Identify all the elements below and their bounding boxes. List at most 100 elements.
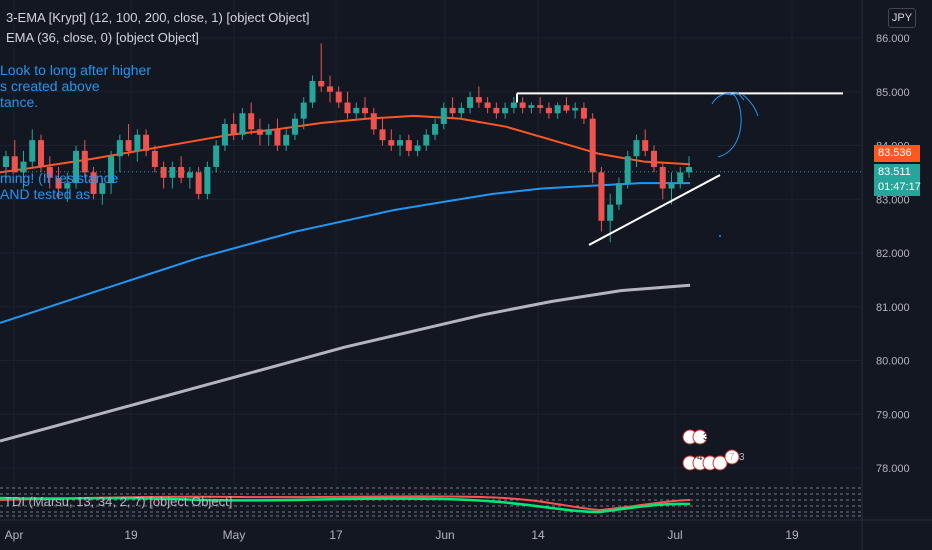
- ema100-line: [0, 182, 690, 324]
- candle-body: [344, 102, 351, 114]
- candle-body: [642, 140, 649, 151]
- candle-body: [362, 107, 369, 114]
- candle-body: [274, 129, 281, 146]
- last-price-value: 83.511: [878, 166, 911, 178]
- event-count-label: 4: [697, 452, 703, 463]
- candle-body: [160, 167, 167, 178]
- last-price-tag: 83.511 01:47:17: [874, 164, 921, 196]
- x-tick-label: May: [223, 528, 246, 542]
- y-tick-label: 82.000: [876, 248, 910, 260]
- y-tick-label: 83.000: [876, 194, 910, 206]
- currency-button[interactable]: JPY: [888, 8, 916, 28]
- x-tick-label: 14: [531, 528, 545, 542]
- ema36-price-tag: 83.536: [874, 145, 920, 162]
- candle-body: [248, 113, 255, 130]
- candle-body: [178, 167, 185, 178]
- candle-body: [221, 124, 228, 146]
- candle-body: [484, 102, 491, 108]
- candle-body: [615, 183, 622, 205]
- candle-body: [309, 81, 316, 103]
- candle-body: [545, 107, 552, 114]
- candle-body: [265, 129, 272, 135]
- tdi-rsi-line: [0, 496, 691, 514]
- candle-body: [326, 86, 333, 92]
- candle-body: [353, 107, 360, 114]
- support-trendline: [588, 174, 721, 246]
- candle-body: [624, 156, 631, 184]
- economic-event-icon: [712, 455, 728, 471]
- candle-body: [397, 140, 404, 146]
- candle-body: [143, 134, 150, 151]
- annotation-text-bottom[interactable]: ming! (If resistance AND tested as: [0, 170, 119, 202]
- candle-body: [116, 140, 123, 157]
- candle-body: [256, 129, 263, 135]
- candle-body: [528, 105, 535, 108]
- candle-body: [467, 97, 474, 108]
- y-tick-label: 81.000: [876, 302, 910, 314]
- candle-body: [55, 177, 62, 189]
- candle-body: [537, 105, 544, 108]
- tdi-indicator-label[interactable]: TDI (Marsu, 13, 34, 2, 7) [object Object…: [4, 494, 233, 509]
- candle-body: [99, 183, 106, 194]
- y-tick-label: 86.000: [876, 33, 910, 45]
- annotation-text-top[interactable]: Look to long after higher s created abov…: [0, 62, 151, 110]
- candle-body: [213, 145, 220, 167]
- candle-body: [449, 107, 456, 114]
- x-tick-label: 19: [785, 528, 799, 542]
- candle-body: [686, 167, 692, 173]
- drawing-dot: [719, 235, 721, 237]
- indicator-ema36-label[interactable]: EMA (36, close, 0) [object Object]: [6, 30, 199, 45]
- candle-body: [90, 172, 97, 194]
- candle-body: [563, 105, 570, 111]
- x-tick-label: Jul: [667, 528, 682, 542]
- candle-body: [11, 156, 18, 173]
- candle-body: [650, 150, 657, 167]
- candle-body: [38, 140, 45, 167]
- curved-arrow-tail: [742, 94, 759, 117]
- economic-event-icon: [692, 429, 708, 445]
- candle-body: [589, 118, 596, 173]
- candle-body: [423, 134, 430, 146]
- candle-body: [204, 167, 211, 194]
- y-tick-label: 79.000: [876, 409, 910, 421]
- candle-body: [607, 204, 614, 221]
- candle-body: [677, 172, 684, 184]
- y-tick-label: 78.000: [876, 463, 910, 475]
- y-tick-label: 80.000: [876, 356, 910, 368]
- candle-body: [169, 167, 176, 178]
- candle-body: [134, 134, 141, 151]
- indicator-legend: 3-EMA [Krypt] (12, 100, 200, close, 1) […: [6, 8, 309, 48]
- candle-body: [510, 102, 517, 108]
- bar-countdown: 01:47:17: [878, 181, 921, 193]
- candle-body: [414, 145, 421, 151]
- candle-body: [29, 140, 36, 162]
- x-tick-label: 17: [329, 528, 343, 542]
- curved-arrow-drawing: [711, 93, 742, 158]
- candle-body: [440, 107, 447, 124]
- x-tick-label: 19: [124, 528, 138, 542]
- candle-body: [519, 102, 526, 108]
- candle-body: [598, 172, 605, 221]
- candle-body: [81, 150, 88, 173]
- candle-body: [46, 167, 53, 178]
- ema200-line: [0, 283, 691, 443]
- candle-body: [572, 107, 579, 111]
- candle-body: [370, 113, 377, 130]
- candle-body: [73, 150, 80, 184]
- candle-body: [554, 105, 561, 114]
- event-count-label: 3: [739, 452, 745, 463]
- candle-body: [580, 107, 587, 119]
- candle-body: [239, 113, 246, 135]
- candle-body: [230, 124, 237, 135]
- candle-body: [291, 118, 298, 135]
- candle-body: [502, 107, 509, 114]
- indicator-3ema-label[interactable]: 3-EMA [Krypt] (12, 100, 200, close, 1) […: [6, 10, 310, 25]
- ema36-line: [0, 114, 691, 174]
- economic-event-icon: [724, 449, 740, 465]
- candle-body: [186, 172, 193, 178]
- tdi-signal-line: [0, 495, 691, 512]
- candle-body: [3, 156, 9, 167]
- candle-body: [195, 172, 202, 194]
- x-tick-label: Jun: [435, 528, 454, 542]
